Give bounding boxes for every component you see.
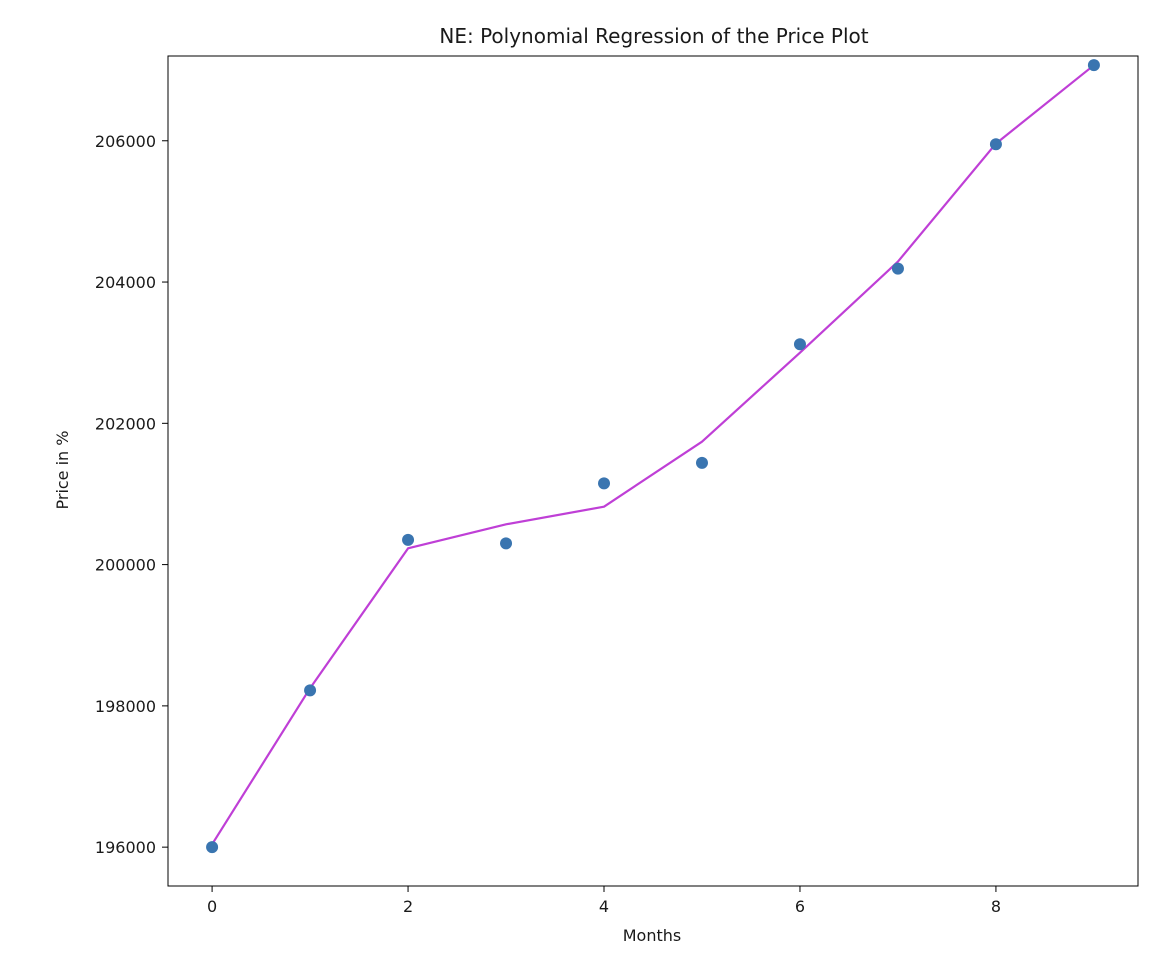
data-point (402, 533, 415, 546)
x-tick-label: 6 (795, 897, 805, 916)
y-tick-label: 200000 (95, 556, 156, 575)
data-point (989, 138, 1002, 151)
x-tick-label: 0 (207, 897, 217, 916)
data-point (598, 477, 611, 490)
regression-line (211, 64, 1095, 845)
data-point (695, 456, 708, 469)
x-tick-label: 4 (599, 897, 609, 916)
y-axis-label: Price in % (53, 431, 72, 510)
y-tick-label: 204000 (95, 273, 156, 292)
chart-title: NE: Polynomial Regression of the Price P… (439, 24, 868, 48)
data-point (1087, 59, 1100, 72)
plot-frame (167, 55, 1139, 887)
y-tick-label: 196000 (95, 838, 156, 857)
plot-area (206, 59, 1100, 854)
x-axis: 0 2 4 6 8 (207, 886, 1001, 916)
x-tick-label: 8 (991, 897, 1001, 916)
data-point (891, 262, 904, 275)
x-tick-label: 2 (403, 897, 413, 916)
data-point (206, 841, 219, 854)
y-axis: 196000 198000 200000 202000 204000 206000 (95, 132, 168, 857)
y-tick-label: 202000 (95, 414, 156, 433)
y-tick-label: 206000 (95, 132, 156, 151)
y-tick-label: 198000 (95, 697, 156, 716)
data-point (793, 338, 806, 351)
data-point (500, 537, 513, 550)
data-point (304, 684, 317, 697)
x-axis-label: Months (623, 926, 681, 945)
